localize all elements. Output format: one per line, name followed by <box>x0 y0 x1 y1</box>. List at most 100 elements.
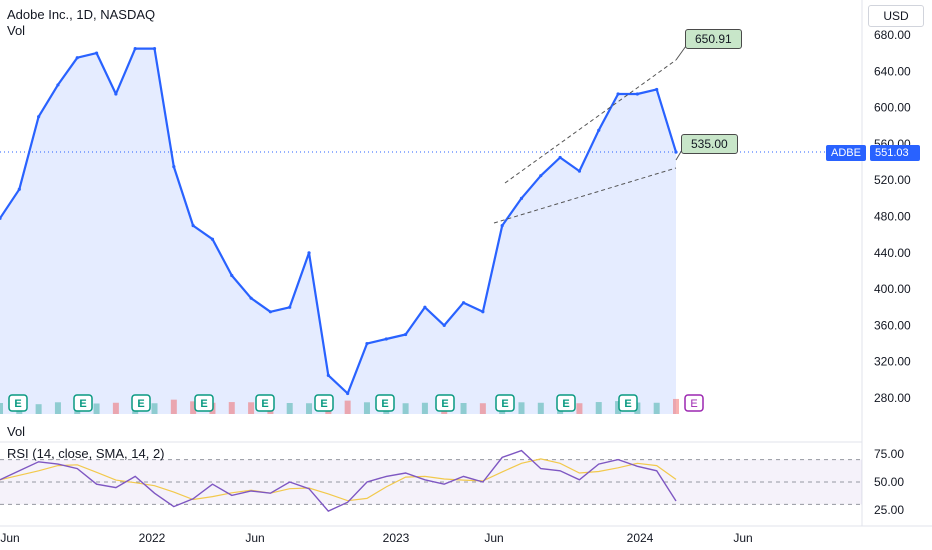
price-point <box>37 115 41 119</box>
rsi-axis-tick: 75.00 <box>874 447 904 461</box>
price-point <box>133 47 137 51</box>
price-axis-tick: 280.00 <box>874 391 911 405</box>
upper-label-connector <box>675 45 687 61</box>
price-point <box>210 237 215 241</box>
price-point <box>307 251 311 255</box>
earnings-marker <box>131 394 151 412</box>
price-point <box>519 196 524 200</box>
volume-bar <box>402 403 409 414</box>
earnings-marker-label: E <box>137 398 144 410</box>
price-axis-tick: 440.00 <box>874 246 911 260</box>
earnings-marker <box>435 394 455 412</box>
earnings-marker <box>314 394 334 412</box>
price-point <box>655 87 659 92</box>
price-point <box>461 301 466 305</box>
earnings-marker <box>618 394 638 412</box>
price-point <box>442 323 446 327</box>
currency-selector[interactable]: USD <box>868 5 924 27</box>
price-point <box>152 47 157 51</box>
earnings-marker-label: E <box>381 398 388 410</box>
time-axis-label: Jun <box>484 531 503 545</box>
price-axis-tick: 680.00 <box>874 28 911 42</box>
earnings-marker-label: E <box>200 398 207 410</box>
price-point <box>0 216 2 220</box>
earnings-marker-label: E <box>261 398 268 410</box>
price-point <box>539 174 543 178</box>
earnings-marker <box>8 394 28 412</box>
volume-bar <box>228 402 235 414</box>
earnings-marker <box>495 394 515 412</box>
upper-trendline <box>504 59 677 184</box>
price-point <box>346 391 350 396</box>
earnings-marker <box>556 394 576 412</box>
time-axis-label: Jun <box>0 531 19 545</box>
volume-bar <box>151 403 158 414</box>
volume-bar <box>615 401 622 414</box>
rsi-ma-line <box>0 458 677 502</box>
price-point <box>326 373 330 377</box>
rsi-axis-tick: 25.00 <box>874 503 904 517</box>
volume-bar <box>0 403 3 414</box>
price-point <box>288 305 292 309</box>
volume-bar <box>673 398 679 414</box>
price-point <box>94 51 99 55</box>
price-point <box>597 128 601 132</box>
volume-bar <box>344 400 351 414</box>
volume-bar <box>537 402 544 414</box>
price-line-series <box>0 47 678 395</box>
price-area-fill <box>0 48 676 414</box>
earnings-marker <box>375 394 395 412</box>
price-axis-tick: 400.00 <box>874 282 911 296</box>
volume-bar <box>54 402 61 414</box>
symbol-tag: ADBE <box>826 145 866 161</box>
volume-bar <box>93 403 100 414</box>
upper-trendline-label[interactable]: 650.91 <box>685 29 742 49</box>
volume-bar <box>248 402 255 414</box>
volume-bar <box>286 403 293 414</box>
price-axis-tick: 600.00 <box>874 101 911 115</box>
time-axis-label: 2023 <box>383 531 410 545</box>
upcoming-earnings-marker <box>684 394 704 412</box>
volume-bar <box>190 401 197 414</box>
volume-bar <box>518 402 525 414</box>
price-axis-tick: 520.00 <box>874 173 911 187</box>
price-point <box>17 187 21 191</box>
volume-bar <box>576 403 583 414</box>
earnings-marker-label: E <box>320 398 327 410</box>
volume-bar <box>363 402 370 414</box>
earnings-marker <box>194 394 214 412</box>
time-axis-label: Jun <box>733 531 752 545</box>
earnings-marker <box>255 394 275 412</box>
price-point <box>577 169 582 173</box>
price-point <box>500 223 504 228</box>
volume-bar <box>653 402 660 414</box>
volume-bar <box>460 403 467 414</box>
last-price-tag: 551.03 <box>870 145 920 161</box>
volume-bar <box>306 403 313 414</box>
volume-bar <box>170 399 177 414</box>
volume-bar <box>112 402 119 414</box>
volume-pane-label: Vol <box>7 424 26 439</box>
volume-bar <box>479 403 486 414</box>
time-axis-label: 2024 <box>627 531 654 545</box>
price-point <box>75 56 79 60</box>
rsi-band <box>0 459 862 505</box>
price-point <box>249 296 253 300</box>
earnings-marker-label: E <box>79 398 86 410</box>
earnings-marker-label: E <box>624 398 631 410</box>
volume-bar <box>35 404 42 414</box>
upcoming-earnings-label: E <box>690 398 697 410</box>
price-point <box>268 310 272 314</box>
rsi-axis-tick: 50.00 <box>874 475 904 489</box>
price-point <box>230 273 234 278</box>
price-point <box>635 92 639 96</box>
rsi-pane-label: RSI (14, close, SMA, 14, 2) <box>7 446 165 461</box>
price-point <box>423 305 427 309</box>
lower-trendline-label[interactable]: 535.00 <box>681 134 738 154</box>
time-axis-label: Jun <box>245 531 264 545</box>
volume-bar <box>595 402 602 414</box>
time-axis-label: 2022 <box>139 531 166 545</box>
price-point <box>404 332 408 337</box>
price-point <box>114 92 118 96</box>
